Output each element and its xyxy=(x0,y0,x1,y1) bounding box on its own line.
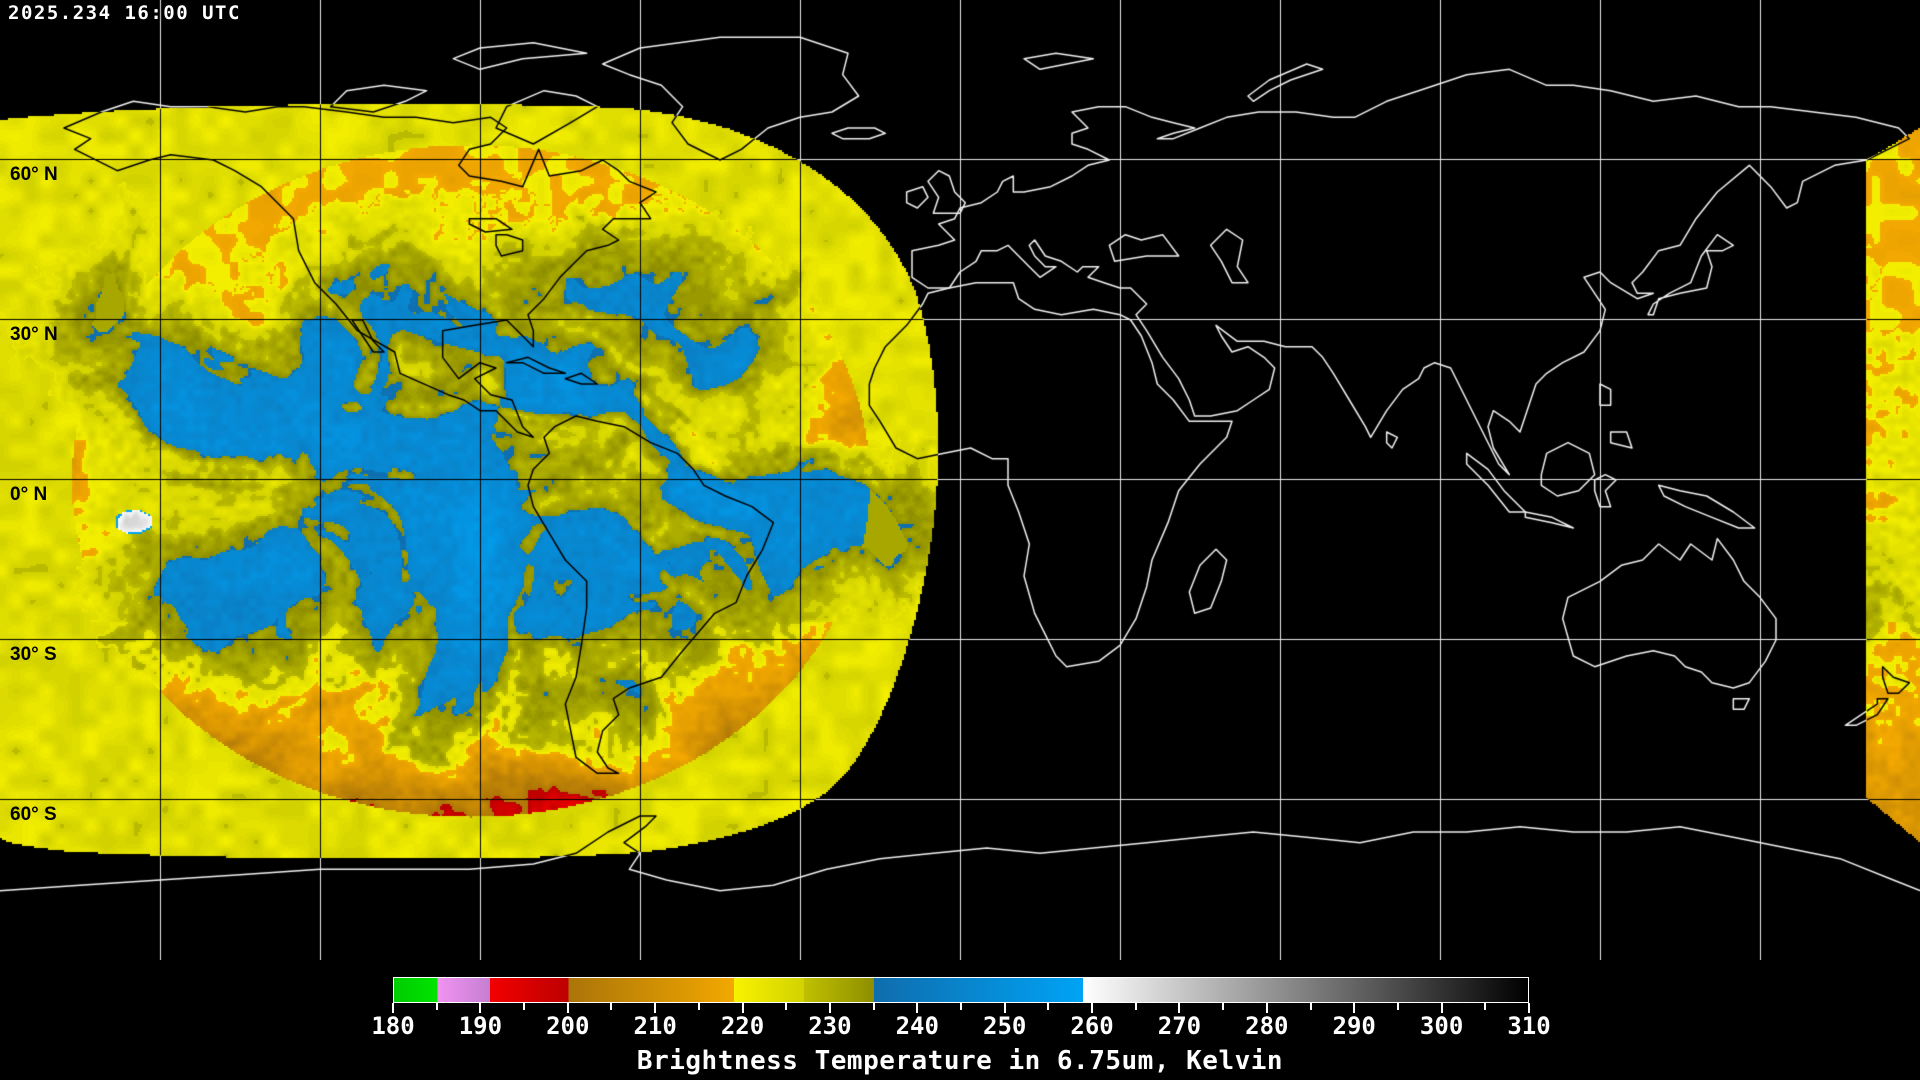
colorbar-tick xyxy=(872,1003,875,1010)
colorbar-tick-label: 190 xyxy=(458,1012,503,1040)
colorbar-tick-label: 310 xyxy=(1507,1012,1551,1040)
colorbar-tick xyxy=(1440,1003,1443,1013)
colorbar-tick xyxy=(610,1003,613,1010)
colorbar-tick xyxy=(1222,1003,1225,1010)
colorbar-tick xyxy=(1178,1003,1181,1013)
colorbar-tick-label: 210 xyxy=(633,1012,677,1040)
colorbar-tick xyxy=(785,1003,788,1010)
colorbar-tick-label: 200 xyxy=(546,1012,590,1040)
colorbar-tick-label: 270 xyxy=(1157,1012,1202,1040)
colorbar-tick xyxy=(916,1003,919,1013)
colorbar-tick xyxy=(828,1003,831,1013)
colorbar-tick xyxy=(654,1003,657,1013)
colorbar-tick xyxy=(697,1003,700,1010)
colorbar-tick xyxy=(566,1003,569,1013)
colorbar-tick-label: 260 xyxy=(1070,1012,1114,1040)
colorbar-gradient-bar xyxy=(393,977,1529,1003)
latitude-label: 0° N xyxy=(10,484,48,505)
colorbar-tick xyxy=(1396,1003,1399,1010)
latitude-label: 30° N xyxy=(10,324,58,345)
colorbar-tick-labels: 180 190 200 210 220 230 240 250 260 270 280 290 300 3… xyxy=(0,1012,1920,1042)
colorbar-tick-label: 180 xyxy=(371,1012,415,1040)
colorbar-tick xyxy=(741,1003,744,1013)
colorbar-tick xyxy=(1003,1003,1006,1013)
colorbar-tick xyxy=(960,1003,962,1010)
colorbar-tick xyxy=(479,1003,482,1013)
colorbar-tick xyxy=(1091,1003,1094,1013)
colorbar-tick-label: 290 xyxy=(1332,1012,1376,1040)
colorbar-legend: 180 190 200 210 220 230 240 250 260 270 280 290 300 3… xyxy=(0,960,1920,1080)
colorbar-title: Brightness Temperature in 6.75um, Kelvin xyxy=(636,1046,1284,1076)
colorbar-tick-label: 280 xyxy=(1245,1012,1289,1040)
colorbar-tick xyxy=(1134,1003,1137,1010)
colorbar-tick xyxy=(1528,1003,1530,1013)
colorbar-tick xyxy=(435,1003,438,1010)
colorbar-tick-label: 250 xyxy=(983,1012,1027,1040)
colorbar-tick xyxy=(1309,1003,1312,1010)
colorbar-tick-label: 300 xyxy=(1419,1012,1464,1040)
colorbar-ticks xyxy=(392,1003,1530,1015)
latitude-label: 60° N xyxy=(10,164,58,185)
colorbar-tick xyxy=(1047,1003,1050,1010)
colorbar-tick xyxy=(392,1003,394,1013)
latitude-label: 30° S xyxy=(10,644,57,665)
colorbar-tick-label: 240 xyxy=(895,1012,939,1040)
colorbar-tick xyxy=(1353,1003,1356,1013)
timestamp-label: 2025.234 16:00 UTC xyxy=(8,2,241,24)
latitude-label: 60° S xyxy=(10,804,57,825)
colorbar-tick-label: 230 xyxy=(808,1012,852,1040)
world-map-canvas xyxy=(0,0,1920,960)
colorbar-tick-label: 220 xyxy=(720,1012,765,1040)
colorbar-tick xyxy=(1265,1003,1268,1013)
colorbar-tick xyxy=(1484,1003,1487,1010)
colorbar-tick xyxy=(523,1003,526,1010)
